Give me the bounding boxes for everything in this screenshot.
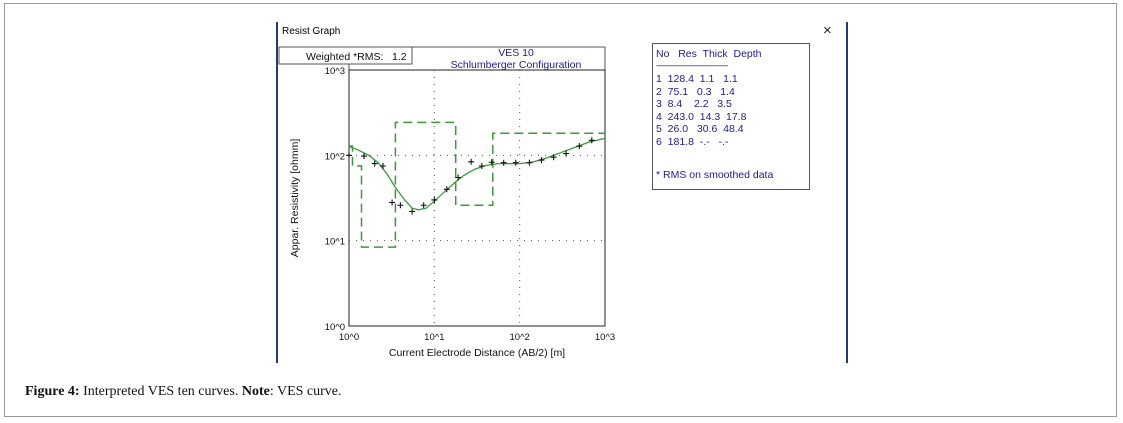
y-axis-label: Appar. Resistivity [ohmm] bbox=[289, 139, 301, 258]
ves-title: VES 10 bbox=[498, 47, 534, 59]
fitted-curve-series bbox=[348, 137, 606, 211]
layer-model-series bbox=[349, 121, 605, 248]
col-res: Res bbox=[678, 48, 697, 60]
observed-point bbox=[346, 152, 352, 159]
x-tick-label: 10^0 bbox=[339, 332, 359, 343]
observed-point bbox=[538, 157, 545, 164]
observed-point bbox=[576, 143, 583, 150]
observed-point bbox=[443, 186, 450, 193]
layer-row: 6 181.8 -.- -.- bbox=[656, 135, 729, 148]
window-title: Resist Graph bbox=[282, 26, 341, 37]
observed-points-series bbox=[346, 137, 595, 215]
observed-point bbox=[563, 150, 570, 157]
layer-table-header: No Res Thick Depth bbox=[656, 48, 762, 60]
observed-point bbox=[361, 153, 368, 160]
layer-table-separator: ----------------------------------------… bbox=[656, 61, 729, 70]
rms-note: * RMS on smoothed data bbox=[656, 169, 774, 181]
layer-row: 5 26.0 30.6 48.4 bbox=[656, 123, 744, 135]
observed-point bbox=[488, 159, 495, 166]
col-depth: Depth bbox=[733, 48, 762, 60]
observed-point bbox=[550, 154, 557, 161]
y-tick-label: 10^3 bbox=[325, 66, 345, 77]
observed-point bbox=[420, 202, 427, 209]
layer-row: 2 75.1 0.3 1.4 bbox=[656, 85, 735, 98]
x-tick-label: 10^2 bbox=[510, 332, 530, 343]
observed-point bbox=[397, 202, 404, 209]
ves-config: Schlumberger Configuration bbox=[451, 59, 582, 71]
observed-point bbox=[478, 162, 485, 169]
grid-lines bbox=[349, 70, 605, 326]
window-right-edge bbox=[846, 22, 848, 363]
layer-row: 4 243.0 14.3 17.8 bbox=[656, 110, 747, 123]
observed-point bbox=[409, 208, 416, 215]
x-axis-label: Current Electrode Distance (AB/2) [m] bbox=[389, 347, 565, 359]
window-left-edge bbox=[276, 22, 278, 363]
close-icon[interactable]: × bbox=[823, 22, 832, 39]
caption-note-label: Note bbox=[241, 384, 270, 399]
layer-row: 1 128.4 1.1 1.1 bbox=[656, 73, 738, 85]
caption-text: Interpreted VES ten curves. bbox=[79, 384, 242, 399]
figure-caption: Figure 4: Interpreted VES ten curves. No… bbox=[25, 384, 342, 400]
observed-point bbox=[431, 196, 438, 203]
caption-label: Figure 4: bbox=[25, 384, 80, 399]
tick-labels: 10^0 10^1 10^2 10^3 10^0 10^1 10^2 10^3 bbox=[325, 66, 615, 343]
x-tick-label: 10^1 bbox=[424, 332, 444, 343]
observed-point bbox=[389, 199, 396, 206]
observed-point bbox=[512, 159, 519, 166]
rms-box bbox=[278, 46, 413, 65]
fitted-curve-line bbox=[348, 137, 606, 211]
caption-note-text: : VES curve. bbox=[269, 384, 342, 399]
col-no: No bbox=[656, 48, 670, 60]
layer-table: No Res Thick Depth ---------------------… bbox=[652, 43, 810, 190]
observed-point bbox=[588, 137, 595, 144]
plot-area bbox=[348, 69, 606, 327]
observed-point bbox=[526, 159, 533, 166]
y-tick-label: 10^2 bbox=[325, 151, 345, 162]
observed-point bbox=[379, 162, 386, 169]
x-tick-label: 10^3 bbox=[595, 332, 615, 343]
figure-frame bbox=[4, 3, 1117, 417]
rms-label: Weighted *RMS: bbox=[306, 51, 383, 63]
layer-row: 3 8.4 2.2 3.5 bbox=[656, 98, 732, 110]
observed-point bbox=[455, 174, 462, 181]
col-thick: Thick bbox=[702, 48, 728, 60]
rms-value: 1.2 bbox=[392, 51, 407, 63]
observed-point bbox=[500, 159, 507, 166]
y-tick-label: 10^0 bbox=[325, 322, 345, 333]
observed-point bbox=[371, 160, 378, 167]
layer-model-line bbox=[349, 121, 605, 248]
observed-point bbox=[468, 158, 475, 165]
y-tick-label: 10^1 bbox=[325, 237, 345, 248]
